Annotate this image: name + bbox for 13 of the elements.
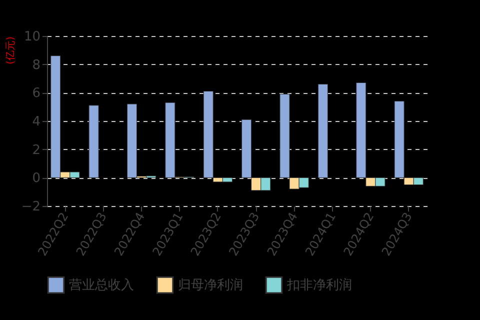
- legend-label: 归母净利润: [178, 278, 243, 294]
- legend-label: 扣非净利润: [286, 278, 352, 294]
- y-tick-label: 4: [32, 114, 40, 130]
- legend-label: 营业总收入: [69, 278, 134, 294]
- y-tick-label: 8: [32, 58, 40, 73]
- bar: [88, 105, 99, 178]
- y-tick-label: 0: [32, 171, 40, 186]
- bar: [318, 84, 328, 178]
- y-tick-label: 10: [24, 30, 40, 44]
- y-tick-label: 6: [32, 86, 40, 102]
- y-tick-label: −2: [21, 200, 40, 214]
- y-axis-title: (亿元): [6, 36, 16, 64]
- y-tick-label: 2: [32, 142, 40, 158]
